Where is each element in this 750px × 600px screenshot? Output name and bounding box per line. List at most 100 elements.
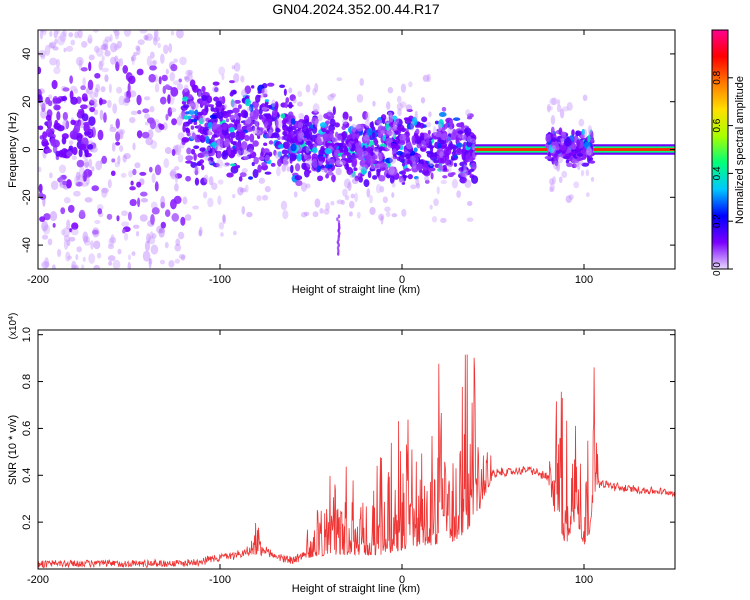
spectrogram-cell <box>230 99 235 108</box>
spectrogram-cell <box>60 229 66 236</box>
spectrogram-cell <box>217 179 224 185</box>
spectrogram-cell <box>557 153 564 164</box>
spectrogram-cell <box>273 149 277 156</box>
spectrogram-cell <box>378 213 385 221</box>
spectrogram-cell <box>165 68 169 75</box>
spectrogram-cell <box>447 126 453 135</box>
spectrogram-cell <box>110 233 115 243</box>
spectrogram-cell <box>159 259 166 265</box>
spectrogram-cell <box>436 147 445 157</box>
spectrogram-cell <box>116 215 120 222</box>
spectrogram-cell <box>109 236 117 244</box>
spectrogram-cell <box>174 144 182 156</box>
spectrogram-cell <box>419 136 425 144</box>
spectrogram-cell <box>104 74 109 83</box>
spectrogram-cell <box>350 123 357 133</box>
spectrogram-cell <box>65 251 71 262</box>
spectrogram-cell <box>257 164 262 173</box>
spectrogram-cell <box>181 136 190 143</box>
spectrogram-cell <box>117 248 122 255</box>
spectrogram-cell <box>75 56 84 66</box>
spectrogram-cell <box>57 35 66 46</box>
snr-panel: -200 -100 0 100 0.2 0.4 0.6 0.8 1.0 Height of s… <box>7 313 676 595</box>
spectrogram-cell <box>199 147 206 152</box>
spectrogram-cell <box>311 158 318 168</box>
spectrogram-cell <box>324 147 332 155</box>
spectrogram-cell <box>565 159 570 164</box>
spectrogram-cell <box>60 148 69 159</box>
spectrogram-cell <box>296 101 303 107</box>
spectrogram-cell <box>263 152 270 162</box>
spectrogram-cell <box>374 119 382 124</box>
spectrogram-cell <box>370 147 374 157</box>
spectrogram-cell <box>185 155 194 161</box>
spectrogram-cell <box>100 44 108 51</box>
spectrogram-cell <box>147 235 156 245</box>
spectrogram-cell <box>287 115 294 120</box>
spectrogram-cell <box>471 146 476 151</box>
spectrogram-cell <box>550 126 555 135</box>
spectrogram-cell <box>318 155 326 162</box>
spectrogram-cell <box>193 165 200 175</box>
spectrogram-cell <box>167 107 173 117</box>
spectrogram-cell <box>81 264 85 269</box>
snr-x-tick-label: -100 <box>209 574 231 586</box>
spectrogram-cell <box>161 74 168 82</box>
spectrogram-cell <box>63 234 71 242</box>
spectrogram-cell <box>293 136 299 143</box>
spectrogram-cell <box>97 208 103 215</box>
spectrogram-cell <box>87 34 93 45</box>
spectrogram-cell <box>123 30 132 37</box>
spectrogram-cell <box>241 141 248 150</box>
spectrogram-cell <box>68 236 76 242</box>
spectrogram-cell <box>298 112 305 120</box>
spectrogram-cell <box>457 130 464 135</box>
spectrogram-cell <box>174 243 182 252</box>
spectrogram-cell <box>67 204 75 213</box>
spectrogram-cell <box>93 264 100 269</box>
spectrogram-cell <box>387 142 392 148</box>
spectrogram-cell <box>261 106 268 111</box>
spectrogram-cell <box>305 183 311 189</box>
spectrogram-cell <box>353 167 358 172</box>
spectrogram-cell <box>371 131 376 139</box>
spectrogram-cell <box>435 131 442 138</box>
spectrogram-cell <box>342 111 349 121</box>
spectrogram-cell <box>332 106 336 116</box>
spectrogram-cell <box>367 156 376 165</box>
spectrogram-cell <box>470 162 477 171</box>
spectrogram-cell <box>249 104 254 112</box>
spectrogram-cell <box>158 227 165 238</box>
spectrogram-cell <box>106 213 113 220</box>
spectrogram-x-label: Height of straight line (km) <box>292 284 420 296</box>
spectrogram-cell <box>264 154 271 163</box>
spectrogram-cell <box>281 160 289 165</box>
spectrogram-cell <box>391 127 398 132</box>
spectrogram-cell <box>274 151 282 159</box>
spectrogram-cell <box>177 154 184 163</box>
spectrogram-cell <box>164 147 172 155</box>
spectrogram-cell <box>550 115 556 125</box>
spectrogram-cell <box>163 158 170 169</box>
spectrogram-cell <box>164 84 171 90</box>
spectrogram-cell <box>133 51 138 57</box>
spectrogram-cell <box>55 58 61 68</box>
spectrogram-cell <box>312 88 317 96</box>
spectrogram-cell <box>78 120 85 129</box>
spectrogram-cell <box>566 101 573 111</box>
spectrogram-cell <box>279 84 286 89</box>
spectrogram-cell <box>153 31 158 41</box>
spectrogram-cell <box>122 65 129 74</box>
spectrogram-cell <box>186 128 191 133</box>
spectrogram-cell <box>114 161 120 168</box>
spectrogram-cell <box>123 153 131 160</box>
spectrogram-cell <box>267 82 275 87</box>
spectrogram-cell <box>151 173 156 184</box>
spectrogram-cell <box>205 106 209 113</box>
spectrogram-cell <box>389 142 397 149</box>
spectrogram-cell <box>277 151 282 158</box>
spectrogram-cell <box>571 163 577 169</box>
spectrogram-cell <box>131 55 135 66</box>
chart-title: GN04.2024.352.00.44.R17 <box>272 1 440 17</box>
spectrogram-cell <box>153 30 159 38</box>
